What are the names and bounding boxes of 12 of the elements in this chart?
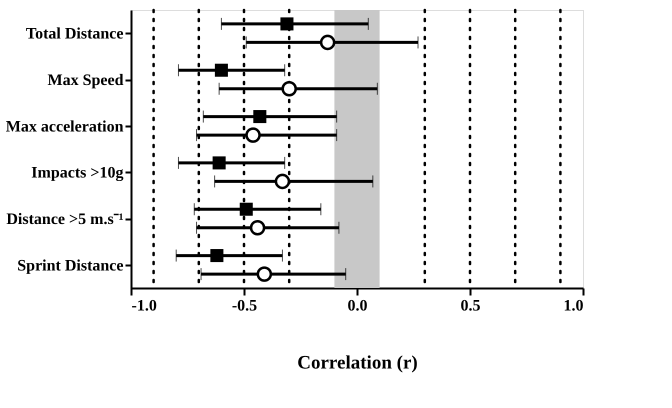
x-tick-label: -0.5 xyxy=(232,298,258,314)
y-tick-label: Sprint Distance xyxy=(17,257,124,274)
x-tick-label: -1.0 xyxy=(132,298,157,314)
y-tick-label: Max Speed xyxy=(48,72,124,89)
y-tick-label: Distance >5 m.s⁻¹ xyxy=(6,211,124,228)
x-tick-label: 0.0 xyxy=(348,298,368,314)
x-tick-label: 1.0 xyxy=(564,298,584,314)
x-tick-label: 0.5 xyxy=(460,298,480,314)
y-tick-label: Max acceleration xyxy=(6,118,124,136)
y-tick-label: Total Distance xyxy=(26,26,124,43)
y-tick-label: Impacts >10g xyxy=(31,164,124,182)
x-axis-title: Correlation (r) xyxy=(297,352,418,374)
